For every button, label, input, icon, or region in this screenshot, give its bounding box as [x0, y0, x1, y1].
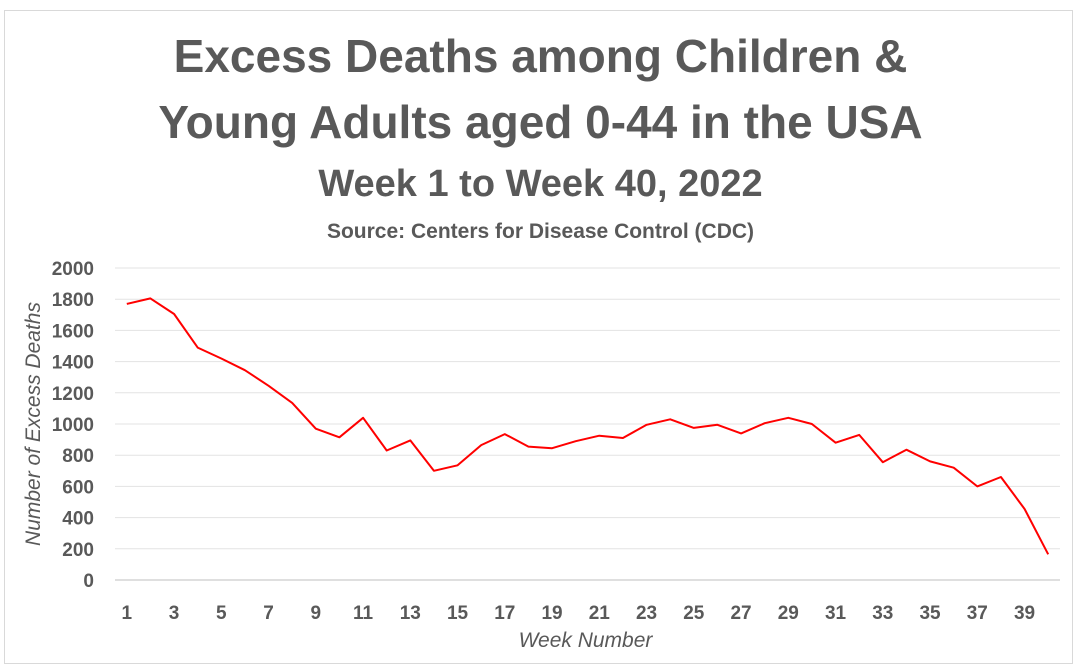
- y-tick-label: 800: [62, 446, 94, 467]
- y-tick-label: 0: [83, 571, 94, 592]
- x-tick-label: 29: [778, 603, 799, 624]
- x-tick-label: 21: [589, 603, 611, 624]
- x-tick-label: 39: [1014, 603, 1035, 624]
- x-tick-label: 19: [541, 603, 562, 624]
- x-tick-label: 3: [169, 603, 180, 624]
- x-tick-label: 1: [122, 603, 133, 624]
- x-tick-label: 11: [353, 603, 374, 624]
- x-tick-label: 15: [447, 603, 469, 624]
- series-line: [126, 297, 1050, 555]
- x-tick-label: 33: [872, 603, 893, 624]
- x-tick-label: 13: [400, 603, 421, 624]
- chart-title-line-1: Excess Deaths among Children &: [173, 30, 908, 82]
- x-tick-label: 25: [683, 603, 705, 624]
- x-axis-ticks: 1 3 5 7 9 11 13 15 17 19 21 23 25 27 29 31 33 35 37 39: [122, 603, 1036, 624]
- y-tick-label: 1000: [52, 415, 94, 436]
- x-tick-label: 35: [919, 603, 941, 624]
- y-axis-label: Number of Excess Deaths: [22, 302, 45, 546]
- y-tick-label: 1200: [52, 384, 94, 405]
- x-tick-label: 27: [730, 603, 751, 624]
- chart-frame: [4, 10, 1073, 664]
- y-tick-label: 400: [62, 509, 94, 530]
- x-tick-label: 31: [825, 603, 847, 624]
- x-tick-label: 37: [967, 603, 988, 624]
- y-tick-label: 1800: [52, 290, 94, 311]
- x-axis-label: Week Number: [519, 629, 654, 652]
- y-tick-label: 1400: [52, 353, 94, 374]
- chart-subtitle: Week 1 to Week 40, 2022: [318, 163, 763, 205]
- y-tick-label: 200: [62, 540, 94, 561]
- gridlines: [115, 267, 1060, 581]
- x-tick-label: 17: [494, 603, 515, 624]
- y-tick-label: 2000: [52, 259, 94, 280]
- x-tick-label: 9: [311, 603, 322, 624]
- series-group: [126, 297, 1050, 555]
- x-tick-label: 5: [216, 603, 227, 624]
- x-tick-label: 23: [636, 603, 657, 624]
- y-tick-label: 1600: [52, 321, 94, 342]
- y-tick-label: 600: [62, 477, 94, 498]
- y-axis-ticks: 0 200 400 600 800 1000 1200 1400 1600 1800 2000: [52, 259, 94, 592]
- chart-source: Source: Centers for Disease Control (CDC…: [326, 220, 755, 243]
- chart-title-line-2: Young Adults aged 0-44 in the USA: [158, 96, 923, 148]
- x-tick-label: 7: [263, 603, 274, 624]
